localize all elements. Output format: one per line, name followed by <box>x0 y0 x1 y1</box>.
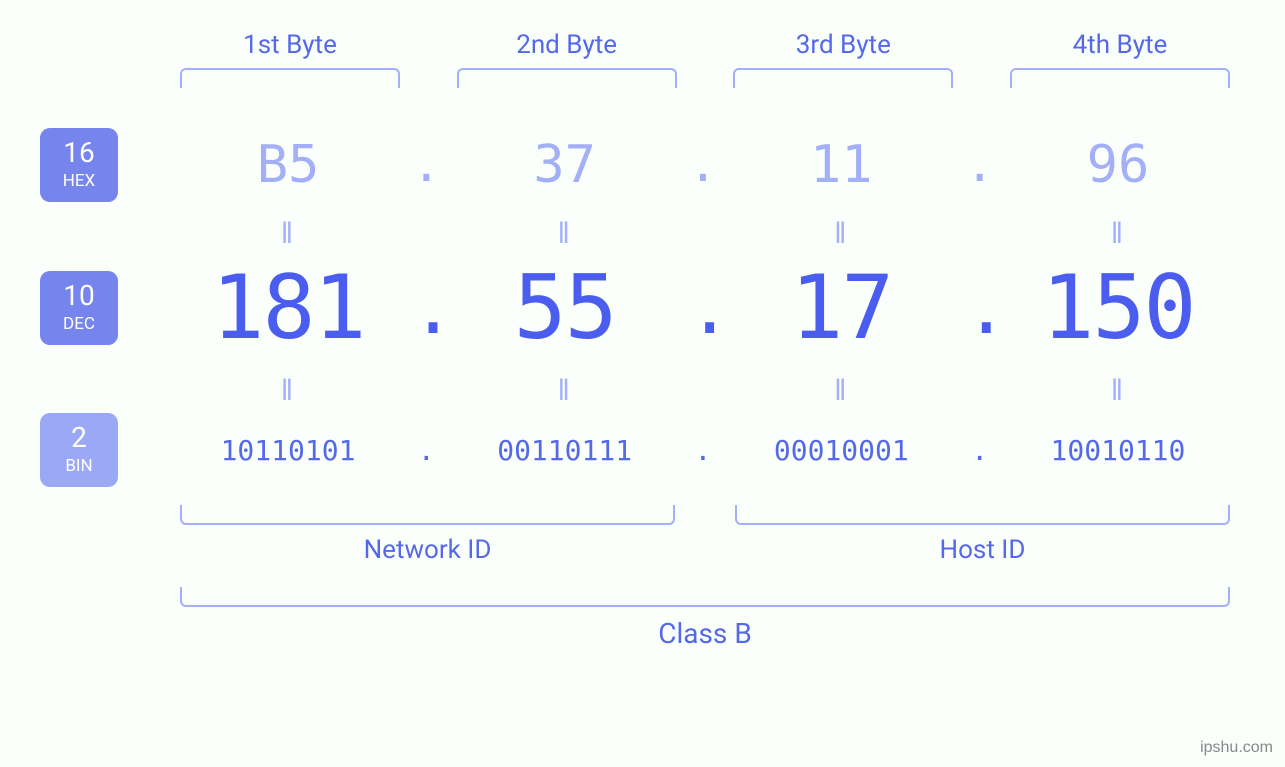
ip-diagram: 1st Byte 2nd Byte 3rd Byte 4th Byte 16 H… <box>0 0 1285 767</box>
hex-byte-1: B5 <box>178 135 398 195</box>
eq-1-1: ǁ <box>178 217 398 251</box>
badge-dec-num: 10 <box>63 282 94 310</box>
host-id-label: Host ID <box>735 535 1230 565</box>
bin-byte-2: 00110111 <box>455 434 675 467</box>
eq-2-3: ǁ <box>731 374 951 408</box>
badge-hex: 16 HEX <box>40 128 118 202</box>
dec-dot-1: . <box>411 266 441 350</box>
dec-byte-2: 55 <box>455 256 675 359</box>
eq-row-2: ǁ ǁ ǁ ǁ <box>178 374 1228 408</box>
eq-1-4: ǁ <box>1008 217 1228 251</box>
bin-row: 2 BIN 10110101 . 00110111 . 00010001 . 1… <box>40 413 1245 487</box>
bin-dot-2: . <box>688 434 718 467</box>
byte-header-4: 4th Byte <box>1010 30 1230 60</box>
badge-hex-num: 16 <box>63 139 94 167</box>
dec-byte-3: 17 <box>731 256 951 359</box>
bin-dot-1: . <box>411 434 441 467</box>
hex-values: B5 . 37 . 11 . 96 <box>178 135 1228 195</box>
badge-hex-label: HEX <box>63 171 95 191</box>
eq-1-3: ǁ <box>731 217 951 251</box>
bracket-class <box>180 587 1230 607</box>
eq-2-2: ǁ <box>455 374 675 408</box>
class-label: Class B <box>180 617 1230 650</box>
bin-values: 10110101 . 00110111 . 00010001 . 1001011… <box>178 434 1228 467</box>
badge-bin-num: 2 <box>71 424 87 452</box>
network-id-label: Network ID <box>180 535 675 565</box>
bracket-top-1 <box>180 68 400 88</box>
hex-dot-3: . <box>965 137 995 193</box>
bracket-top-row <box>180 68 1230 88</box>
dec-row: 10 DEC 181 . 55 . 17 . 150 <box>40 256 1245 359</box>
byte-header-3: 3rd Byte <box>733 30 953 60</box>
byte-header-2: 2nd Byte <box>457 30 677 60</box>
bin-byte-3: 00010001 <box>731 434 951 467</box>
hex-row: 16 HEX B5 . 37 . 11 . 96 <box>40 128 1245 202</box>
dec-values: 181 . 55 . 17 . 150 <box>178 256 1228 359</box>
badge-bin: 2 BIN <box>40 413 118 487</box>
bin-byte-4: 10010110 <box>1008 434 1228 467</box>
dec-byte-4: 150 <box>1008 256 1228 359</box>
hex-dot-1: . <box>411 137 441 193</box>
hex-dot-2: . <box>688 137 718 193</box>
dec-byte-1: 181 <box>178 256 398 359</box>
bracket-network <box>180 505 675 525</box>
byte-header-1: 1st Byte <box>180 30 400 60</box>
section-label-row: Network ID Host ID <box>180 535 1230 565</box>
dec-dot-3: . <box>965 266 995 350</box>
badge-dec: 10 DEC <box>40 271 118 345</box>
badge-dec-label: DEC <box>63 314 95 334</box>
hex-byte-4: 96 <box>1008 135 1228 195</box>
dec-dot-2: . <box>688 266 718 350</box>
eq-2-1: ǁ <box>178 374 398 408</box>
eq-2-4: ǁ <box>1008 374 1228 408</box>
bin-byte-1: 10110101 <box>178 434 398 467</box>
bracket-top-3 <box>733 68 953 88</box>
watermark: ipshu.com <box>1200 739 1273 757</box>
eq-1-2: ǁ <box>455 217 675 251</box>
bracket-top-2 <box>457 68 677 88</box>
bracket-host <box>735 505 1230 525</box>
badge-bin-label: BIN <box>65 456 92 476</box>
section-bracket-row <box>180 505 1230 525</box>
byte-header-row: 1st Byte 2nd Byte 3rd Byte 4th Byte <box>180 30 1230 60</box>
hex-byte-2: 37 <box>455 135 675 195</box>
bin-dot-3: . <box>965 434 995 467</box>
bracket-top-4 <box>1010 68 1230 88</box>
eq-row-1: ǁ ǁ ǁ ǁ <box>178 217 1228 251</box>
hex-byte-3: 11 <box>731 135 951 195</box>
